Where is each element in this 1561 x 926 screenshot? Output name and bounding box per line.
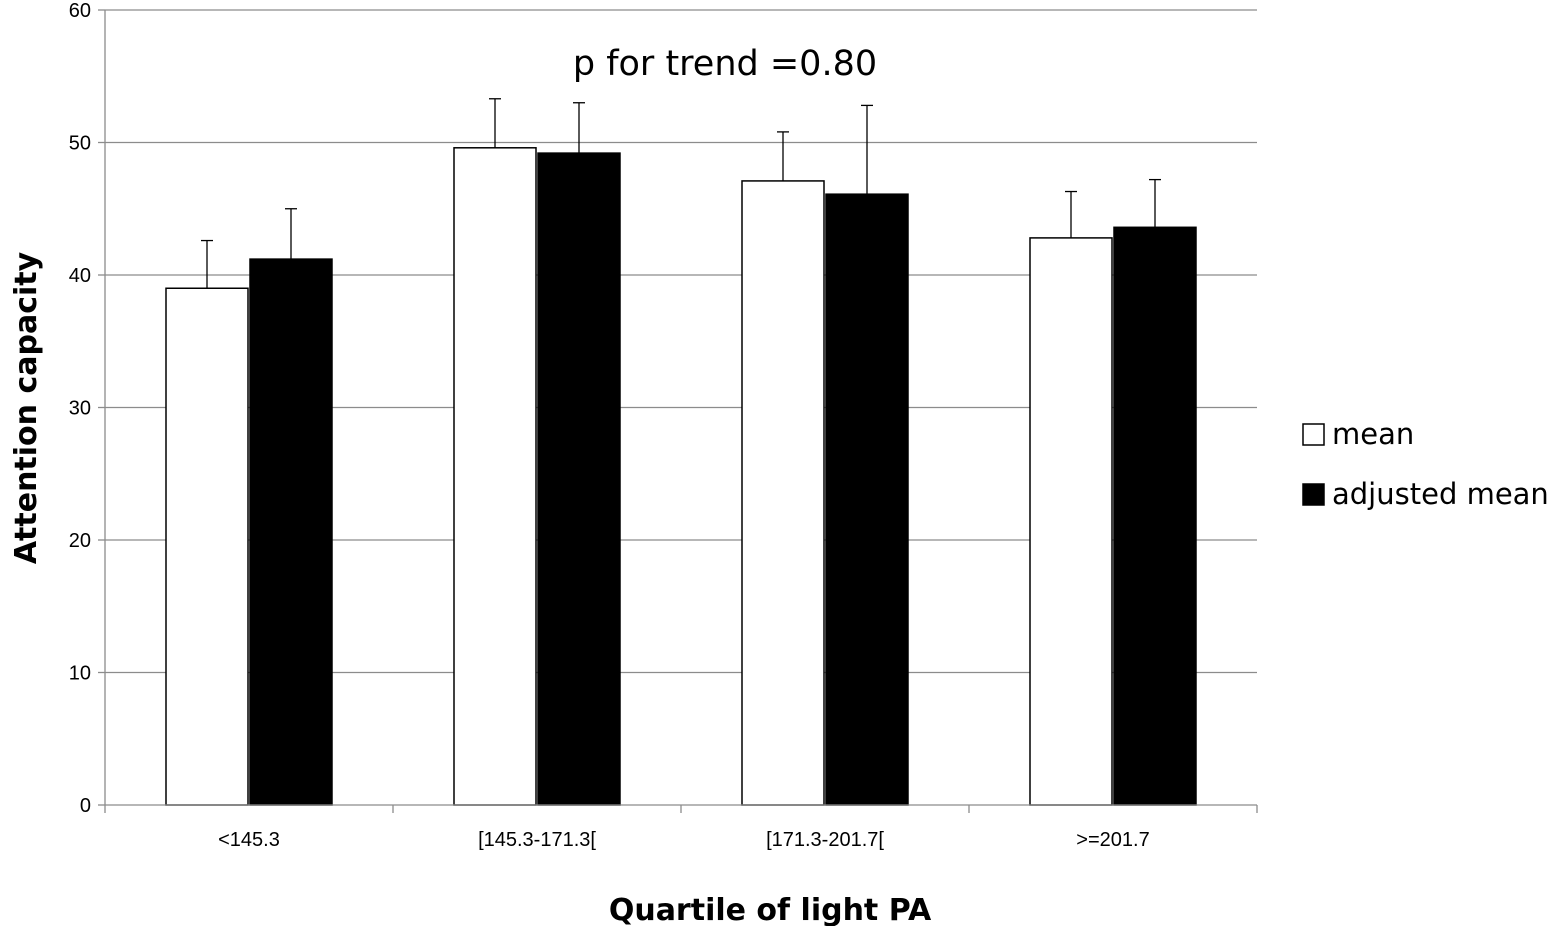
x-category-labels: <145.3 [145.3-171.3[ [171.3-201.7[ >=201.7 [218,829,1150,851]
x-category-label: [171.3-201.7[ [766,829,884,851]
bar-mean [453,147,537,806]
y-tick-labels: 0 10 20 30 40 50 60 [69,0,91,817]
trend-annotation: p for trend =0.80 [573,44,877,84]
x-category-label: <145.3 [218,829,280,851]
bar-mean [741,180,825,806]
y-tick-label: 50 [69,133,91,155]
y-tick-label: 30 [69,398,91,420]
axes [98,9,1258,813]
bar-mean [1029,237,1113,806]
legend-swatch-mean [1302,423,1325,446]
y-tick-label: 40 [69,265,91,287]
y-tick-label: 0 [80,795,91,817]
x-axis-title: Quartile of light PA [609,893,932,926]
bar-adjusted-mean [537,152,621,806]
y-tick-label: 60 [69,0,91,22]
legend: mean adjusted mean [1302,417,1549,511]
bar-adjusted-mean [1113,226,1197,806]
bar-adjusted-mean [249,258,333,806]
y-axis-title: Attention capacity [9,251,44,564]
x-category-label: >=201.7 [1076,829,1149,851]
y-tick-label: 10 [69,663,91,685]
bar-mean [165,287,249,806]
y-tick-label: 20 [69,530,91,552]
error-bars [201,98,1161,289]
legend-label-adjusted-mean: adjusted mean [1332,477,1549,511]
legend-swatch-adjusted-mean [1302,483,1325,506]
legend-label-mean: mean [1332,417,1414,451]
x-category-label: [145.3-171.3[ [478,829,596,851]
bar-adjusted-mean [825,193,909,806]
bars [165,147,1197,806]
